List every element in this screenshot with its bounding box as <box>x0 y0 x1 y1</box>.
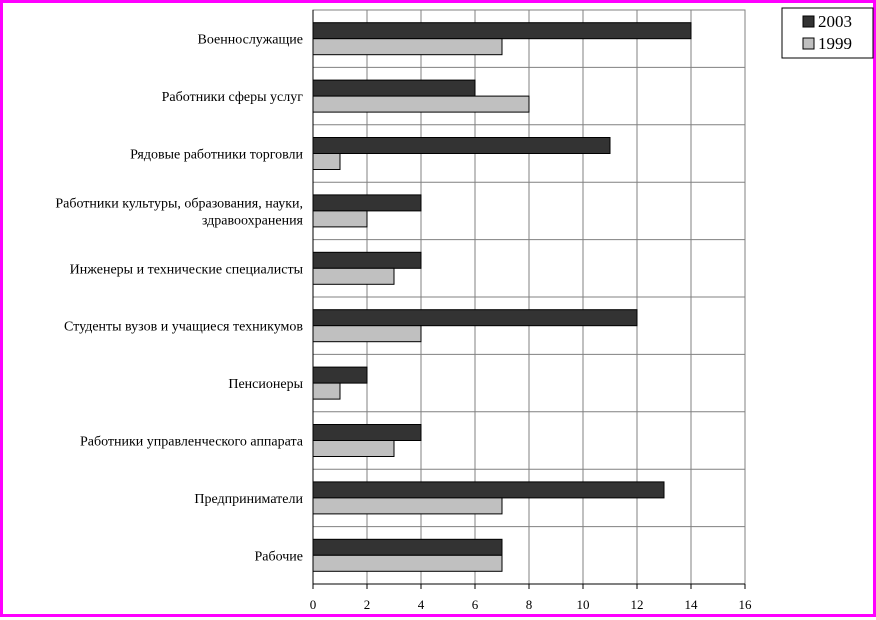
bar-1999-9 <box>312 554 503 572</box>
bar-chart: 0 2 4 6 8 10 12 14 16 Военнослужащие Работники сф… <box>55 7 874 612</box>
category-label-7: Работники управленческого аппарата <box>80 435 304 450</box>
bar-2003-7 <box>312 424 422 441</box>
category-label-1: Работники сферы услуг <box>162 90 304 105</box>
legend: 2003 1999 <box>781 7 874 59</box>
bar-2003-2 <box>312 137 611 154</box>
x-axis-ticks: 0 2 4 6 8 10 12 14 16 <box>310 584 752 612</box>
legend-swatch-2003 <box>802 15 815 28</box>
x-tick-label-1: 2 <box>364 597 371 612</box>
x-tick-label-3: 6 <box>472 597 479 612</box>
x-tick-label-8: 16 <box>739 597 753 612</box>
bar-2003-0 <box>312 22 692 40</box>
legend-swatch-1999 <box>802 37 815 50</box>
bar-2003-4 <box>312 251 422 269</box>
bar-1999-0 <box>312 38 503 56</box>
category-label-3-line-1: здравоохранения <box>202 213 304 228</box>
x-tick-label-6: 12 <box>631 597 644 612</box>
bars <box>312 22 692 572</box>
x-tick-label-4: 8 <box>526 597 533 612</box>
x-tick-label-7: 14 <box>685 597 699 612</box>
bar-1999-1 <box>312 95 530 113</box>
bar-2003-5 <box>312 309 638 327</box>
category-label-2: Рядовые работники торговли <box>130 148 303 163</box>
category-label-8: Предприниматели <box>194 492 303 507</box>
x-tick-label-2: 4 <box>418 597 425 612</box>
bar-1999-4 <box>312 267 395 285</box>
category-label-4: Инженеры и технические специалисты <box>70 262 304 277</box>
bar-1999-3 <box>312 210 368 228</box>
bar-2003-6 <box>312 366 368 384</box>
gridlines <box>313 10 745 584</box>
category-label-6: Пенсионеры <box>228 377 303 392</box>
category-label-5: Студенты вузов и учащиеся техникумов <box>64 320 303 335</box>
x-tick-label-0: 0 <box>310 597 317 612</box>
legend-label-1999: 1999 <box>818 34 852 53</box>
category-label-0: Военнослужащие <box>198 33 303 48</box>
legend-label-2003: 2003 <box>818 12 852 31</box>
bar-2003-8 <box>312 481 665 499</box>
bar-2003-9 <box>312 538 503 556</box>
bar-1999-7 <box>312 440 395 457</box>
category-label-3-line-0: Работники культуры, образования, науки, <box>55 196 303 211</box>
legend-box <box>781 7 874 59</box>
bar-1999-6 <box>312 382 341 400</box>
bar-1999-8 <box>312 497 503 515</box>
bar-2003-3 <box>312 194 422 212</box>
bar-1999-5 <box>312 325 422 343</box>
bar-2003-1 <box>312 79 476 97</box>
bar-1999-2 <box>312 153 341 170</box>
x-tick-label-5: 10 <box>577 597 590 612</box>
category-label-9: Рабочие <box>254 549 303 564</box>
category-labels: Военнослужащие Работники сферы услуг Рядов… <box>55 33 303 565</box>
